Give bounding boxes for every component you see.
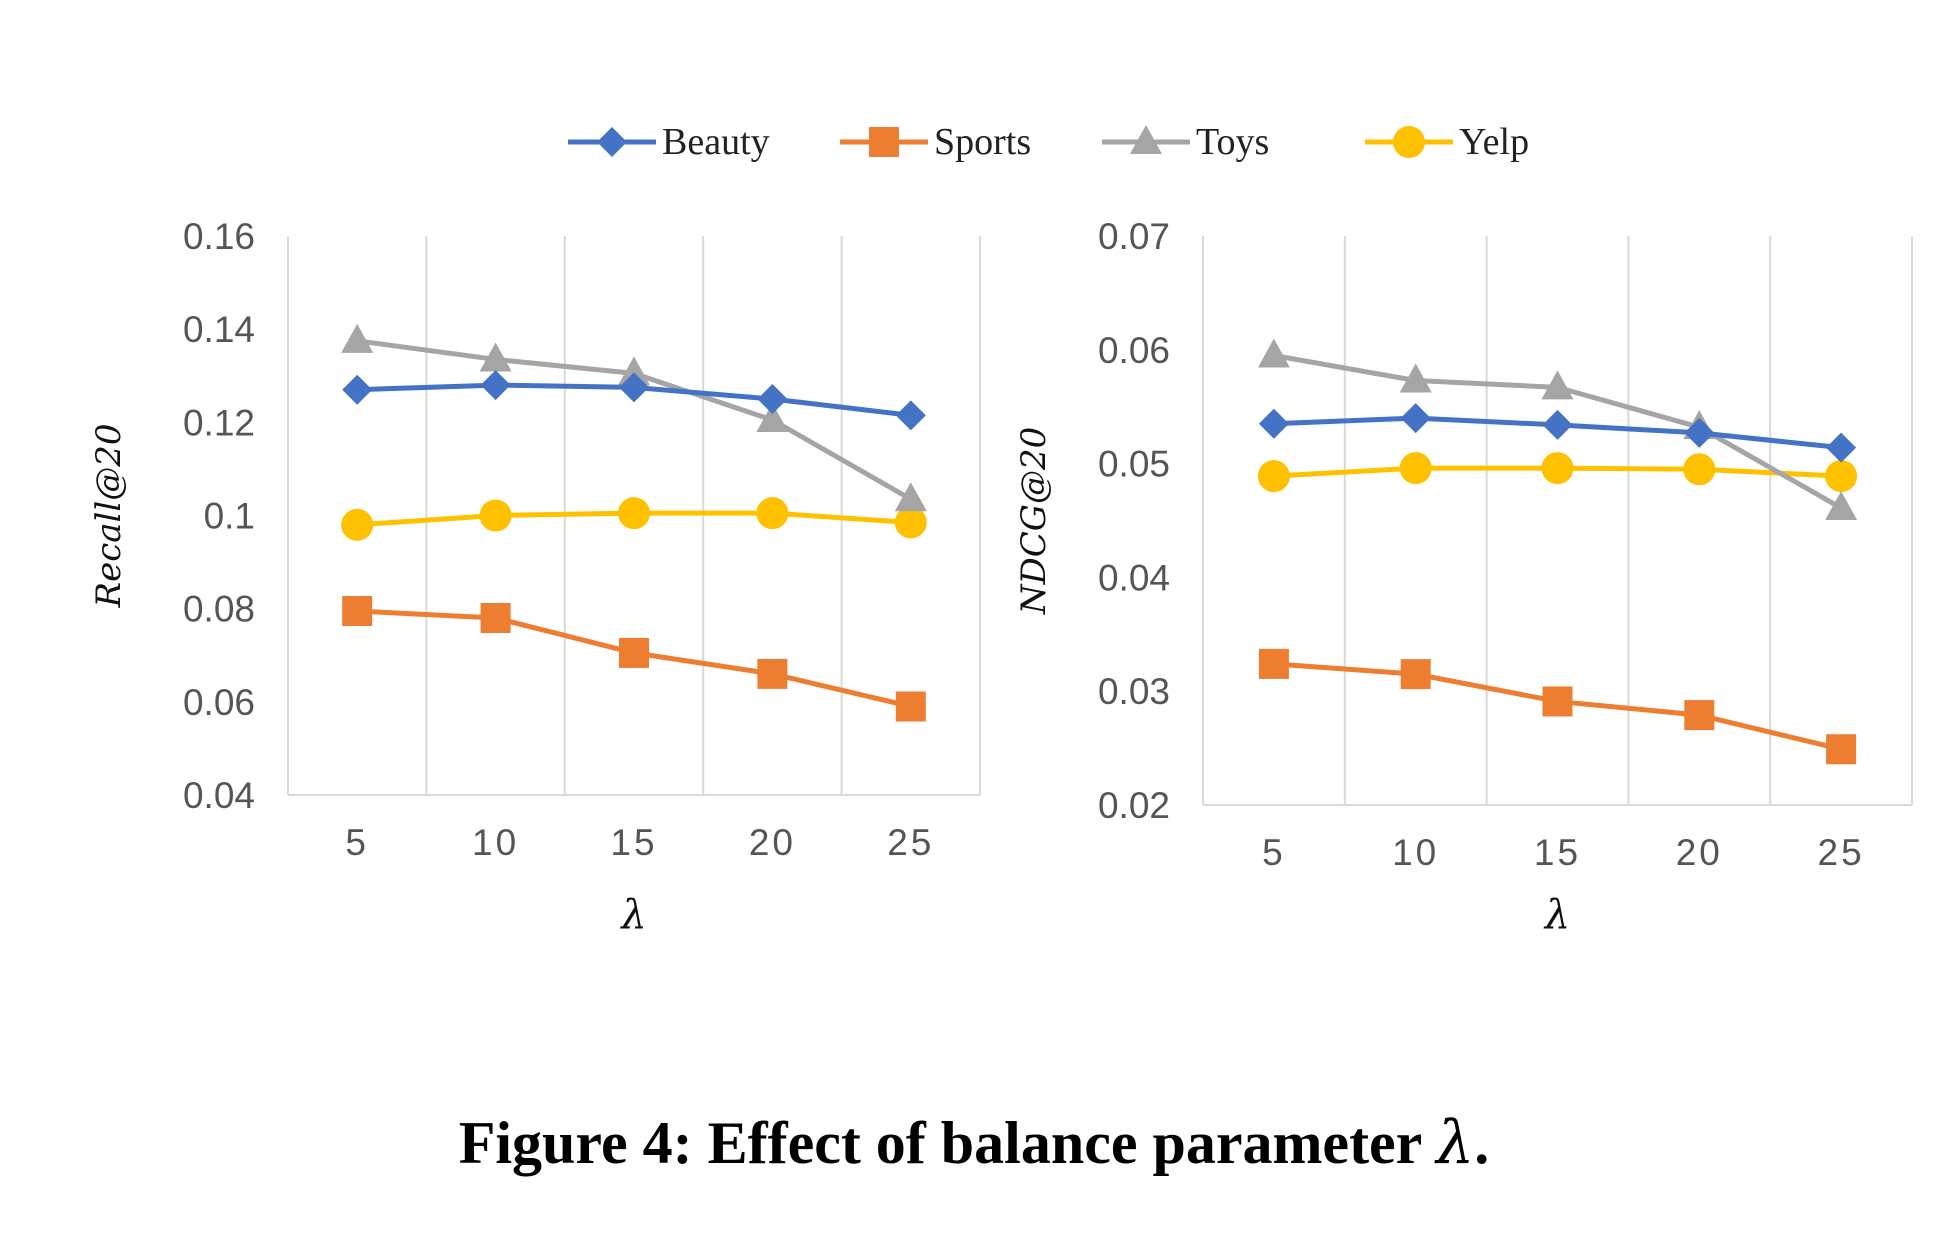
x-axis-title: λ	[619, 892, 646, 938]
x-tick-label: 15	[610, 822, 657, 863]
legend-swatch	[1365, 126, 1453, 158]
data-point-square	[895, 691, 926, 722]
chart-1: 0.16 0.14 0.12 0.1 0.08 0.06 0.04 5 10 15 20 25 λ Rec…	[89, 216, 981, 938]
series-sports	[342, 595, 926, 722]
series-yelp	[341, 497, 927, 541]
y-axis-title: NDCG@20	[1014, 427, 1054, 615]
legend-label: Toys	[1196, 121, 1270, 163]
x-tick-label: 20	[749, 822, 796, 863]
data-point-circle	[1541, 452, 1574, 485]
legend-swatch	[1102, 125, 1190, 154]
legend-item-beauty: Beauty	[566, 112, 886, 172]
series-beauty	[342, 370, 926, 431]
caption-text: Figure 4: Effect of balance parameter	[458, 1110, 1437, 1176]
data-point-square	[1400, 659, 1431, 690]
x-tick-label: 5	[345, 822, 369, 863]
data-point-circle	[1257, 460, 1290, 493]
series-sports	[1258, 648, 1857, 765]
x-tick-label: 20	[1676, 832, 1723, 873]
legend-marker-circle	[1393, 126, 1425, 158]
y-tick-label: 0.03	[1098, 671, 1170, 712]
y-tick-label: 0.04	[1098, 557, 1170, 598]
x-tick-label: 15	[1534, 832, 1581, 873]
legend-swatch	[840, 127, 928, 157]
data-point-triangle	[1541, 370, 1574, 400]
data-point-triangle	[894, 482, 927, 512]
data-point-triangle	[1399, 363, 1432, 393]
data-point-triangle	[618, 356, 650, 386]
data-point-square	[1684, 700, 1715, 731]
y-tick-label: 0.05	[1098, 444, 1170, 485]
y-tick-label: 0.14	[183, 309, 255, 350]
data-point-circle	[1399, 452, 1432, 485]
y-tick-label: 0.02	[1098, 785, 1170, 826]
data-point-square	[480, 602, 511, 633]
data-point-diamond	[342, 374, 373, 405]
data-point-square	[757, 658, 788, 689]
data-point-diamond	[1542, 409, 1573, 440]
y-tick-label: 0.06	[183, 682, 255, 723]
data-point-triangle	[341, 323, 374, 353]
data-point-square	[1258, 648, 1289, 679]
data-point-triangle	[1257, 338, 1290, 368]
data-point-circle	[479, 499, 512, 532]
data-point-diamond	[1400, 403, 1431, 434]
series-yelp	[1257, 452, 1858, 493]
data-point-diamond	[1826, 432, 1857, 463]
y-tick-label: 0.12	[183, 402, 255, 443]
data-point-diamond	[619, 372, 649, 403]
y-tick-label: 0.16	[183, 216, 255, 257]
data-point-diamond	[480, 370, 511, 401]
data-point-square	[1826, 734, 1857, 765]
legend-marker-diamond	[597, 127, 627, 157]
data-point-diamond	[1258, 408, 1289, 439]
legend-swatch	[568, 127, 656, 157]
x-tick-label: 25	[1818, 832, 1865, 873]
series-toys	[341, 323, 927, 512]
y-tick-label: 0.08	[183, 589, 255, 630]
data-point-square	[1542, 686, 1573, 717]
chart-2: 0.07 0.06 0.05 0.04 0.03 0.02 5 10 15 20 25 λ NDCG@2…	[1014, 216, 1913, 938]
data-point-circle	[341, 508, 374, 541]
y-tick-label: 0.1	[204, 496, 255, 537]
data-point-circle	[1825, 460, 1858, 493]
y-axis-title: Recall@20	[89, 423, 129, 608]
legend: Beauty Sports Toys Yelp	[0, 112, 1948, 172]
legend-label: Sports	[934, 121, 1032, 163]
legend-item-yelp: Yelp	[1363, 112, 1683, 172]
data-point-square	[619, 637, 649, 668]
y-tick-label: 0.06	[1098, 330, 1170, 371]
data-point-square	[342, 595, 373, 626]
data-point-circle	[1683, 453, 1716, 486]
caption-symbol: λ	[1436, 1108, 1475, 1178]
legend-label: Beauty	[662, 121, 770, 163]
data-point-triangle	[756, 403, 789, 433]
series-beauty	[1258, 403, 1857, 463]
y-tick-label: 0.04	[183, 775, 255, 816]
x-tick-label: 5	[1262, 832, 1286, 873]
y-tick-label: 0.07	[1098, 216, 1170, 257]
caption-period: .	[1474, 1110, 1490, 1176]
x-tick-label: 25	[887, 822, 934, 863]
x-axis-title: λ	[1543, 892, 1570, 938]
data-point-triangle	[1825, 490, 1858, 520]
x-tick-label: 10	[1392, 832, 1439, 873]
data-point-diamond	[895, 400, 926, 431]
legend-marker-square	[869, 127, 899, 157]
data-point-circle	[756, 497, 789, 530]
data-point-circle	[894, 506, 927, 539]
figure-caption: Figure 4: Effect of balance parameter λ.	[0, 1108, 1948, 1178]
legend-label: Yelp	[1459, 121, 1530, 163]
legend-marker-triangle	[1130, 125, 1162, 154]
data-point-triangle	[479, 342, 512, 372]
data-point-circle	[618, 497, 650, 530]
legend-item-toys: Toys	[1100, 112, 1420, 172]
data-point-diamond	[1684, 417, 1715, 448]
legend-item-sports: Sports	[838, 112, 1158, 172]
x-tick-label: 10	[472, 822, 519, 863]
data-point-diamond	[757, 384, 788, 415]
